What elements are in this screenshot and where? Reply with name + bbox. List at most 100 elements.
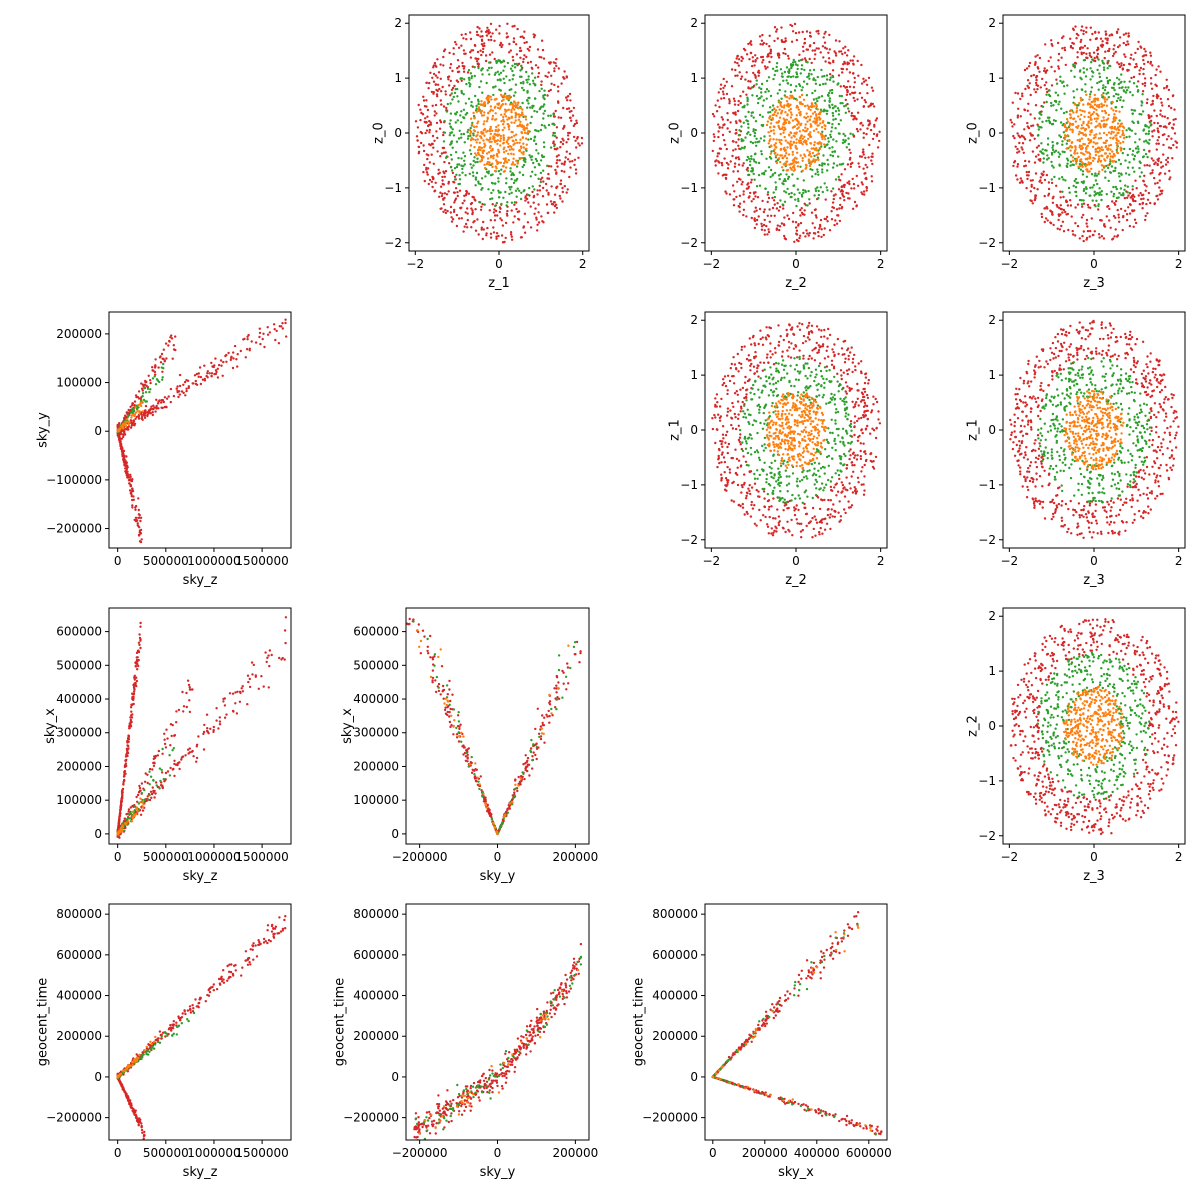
- scatter-point: [499, 89, 502, 92]
- scatter-point: [766, 193, 769, 196]
- scatter-point: [494, 85, 497, 88]
- scatter-point: [434, 83, 437, 87]
- scatter-point: [1079, 168, 1083, 171]
- scatter-point: [1108, 79, 1112, 82]
- scatter-point: [248, 349, 251, 352]
- scatter-point: [165, 357, 168, 360]
- scatter-point: [487, 170, 490, 173]
- scatter-point: [1146, 212, 1149, 215]
- scatter-point: [508, 42, 511, 46]
- scatter-point: [801, 45, 805, 48]
- scatter-point: [1105, 118, 1108, 122]
- scatter-point: [510, 209, 513, 212]
- scatter-point: [422, 144, 425, 147]
- scatter-point: [549, 200, 553, 203]
- scatter-point: [516, 177, 519, 181]
- scatter-point: [511, 107, 514, 110]
- scatter-point: [766, 53, 770, 56]
- scatter-point: [555, 155, 559, 158]
- y-tick-label: 0: [988, 126, 996, 140]
- scatter-point: [747, 187, 750, 190]
- scatter-point: [469, 56, 473, 59]
- scatter-point: [1074, 145, 1077, 148]
- scatter-point: [814, 187, 817, 190]
- scatter-point: [780, 75, 784, 78]
- scatter-point: [809, 105, 813, 108]
- scatter-point: [1122, 134, 1126, 137]
- y-tick-label: −1: [680, 181, 698, 195]
- scatter-point: [1096, 81, 1099, 85]
- scatter-point: [553, 211, 556, 214]
- scatter-point: [1039, 176, 1043, 179]
- scatter-point: [1121, 67, 1125, 70]
- scatter-point: [1074, 234, 1077, 237]
- scatter-point: [578, 144, 581, 147]
- scatter-point: [816, 168, 819, 171]
- scatter-point: [439, 119, 442, 122]
- scatter-point: [1086, 225, 1089, 228]
- scatter-point: [480, 53, 483, 57]
- scatter-point: [1084, 75, 1088, 78]
- scatter-point: [751, 111, 755, 114]
- scatter-point: [434, 74, 438, 77]
- scatter-point: [851, 59, 854, 62]
- scatter-point: [559, 116, 563, 120]
- scatter-point: [445, 106, 448, 110]
- x-tick-label: 0: [495, 257, 503, 271]
- scatter-point: [813, 117, 816, 120]
- scatter-point: [785, 79, 788, 82]
- scatter-point: [546, 177, 549, 180]
- scatter-point: [1024, 87, 1027, 91]
- scatter-point: [469, 202, 473, 206]
- scatter-point: [1029, 179, 1033, 182]
- scatter-point: [1119, 142, 1122, 145]
- scatter-point: [1089, 129, 1092, 133]
- scatter-point: [1016, 92, 1020, 95]
- scatter-point: [514, 91, 517, 94]
- scatter-point: [776, 158, 779, 162]
- scatter-point: [839, 203, 842, 207]
- scatter-point: [815, 105, 818, 108]
- scatter-point: [871, 152, 874, 155]
- scatter-point: [435, 130, 438, 133]
- scatter-point: [713, 115, 716, 118]
- scatter-point: [231, 366, 235, 370]
- scatter-point: [1159, 70, 1162, 73]
- scatter-point: [1018, 141, 1021, 145]
- scatter-point: [837, 74, 841, 77]
- scatter-point: [1020, 146, 1023, 149]
- scatter-point: [426, 173, 429, 176]
- scatter-point: [1055, 109, 1058, 112]
- scatter-point: [448, 51, 451, 55]
- scatter-point: [768, 220, 771, 223]
- scatter-point: [795, 114, 798, 117]
- scatter-point: [557, 154, 560, 157]
- scatter-point: [126, 411, 129, 414]
- scatter-point: [506, 118, 509, 121]
- scatter-point: [442, 183, 445, 186]
- scatter-point: [815, 97, 818, 101]
- scatter-point: [1098, 132, 1102, 135]
- scatter-point: [839, 50, 843, 53]
- scatter-point: [1089, 229, 1092, 233]
- scatter-point: [1079, 109, 1082, 112]
- scatter-point: [865, 176, 868, 180]
- scatter-point: [512, 94, 516, 97]
- scatter-point: [783, 155, 786, 158]
- scatter-point: [831, 69, 835, 72]
- scatter-point: [727, 163, 730, 166]
- scatter-point: [769, 122, 773, 125]
- scatter-point: [842, 84, 846, 88]
- scatter-point: [850, 114, 853, 118]
- scatter-point: [1130, 53, 1133, 56]
- scatter-point: [1128, 62, 1131, 66]
- y-tick-label: −1: [978, 181, 996, 195]
- scatter-point: [222, 360, 225, 364]
- scatter-point: [1029, 199, 1032, 202]
- scatter-point: [1017, 134, 1020, 137]
- scatter-point: [725, 92, 729, 96]
- scatter-point: [1119, 98, 1122, 102]
- scatter-point: [1106, 60, 1110, 63]
- scatter-point: [489, 132, 492, 136]
- scatter-point: [483, 120, 486, 123]
